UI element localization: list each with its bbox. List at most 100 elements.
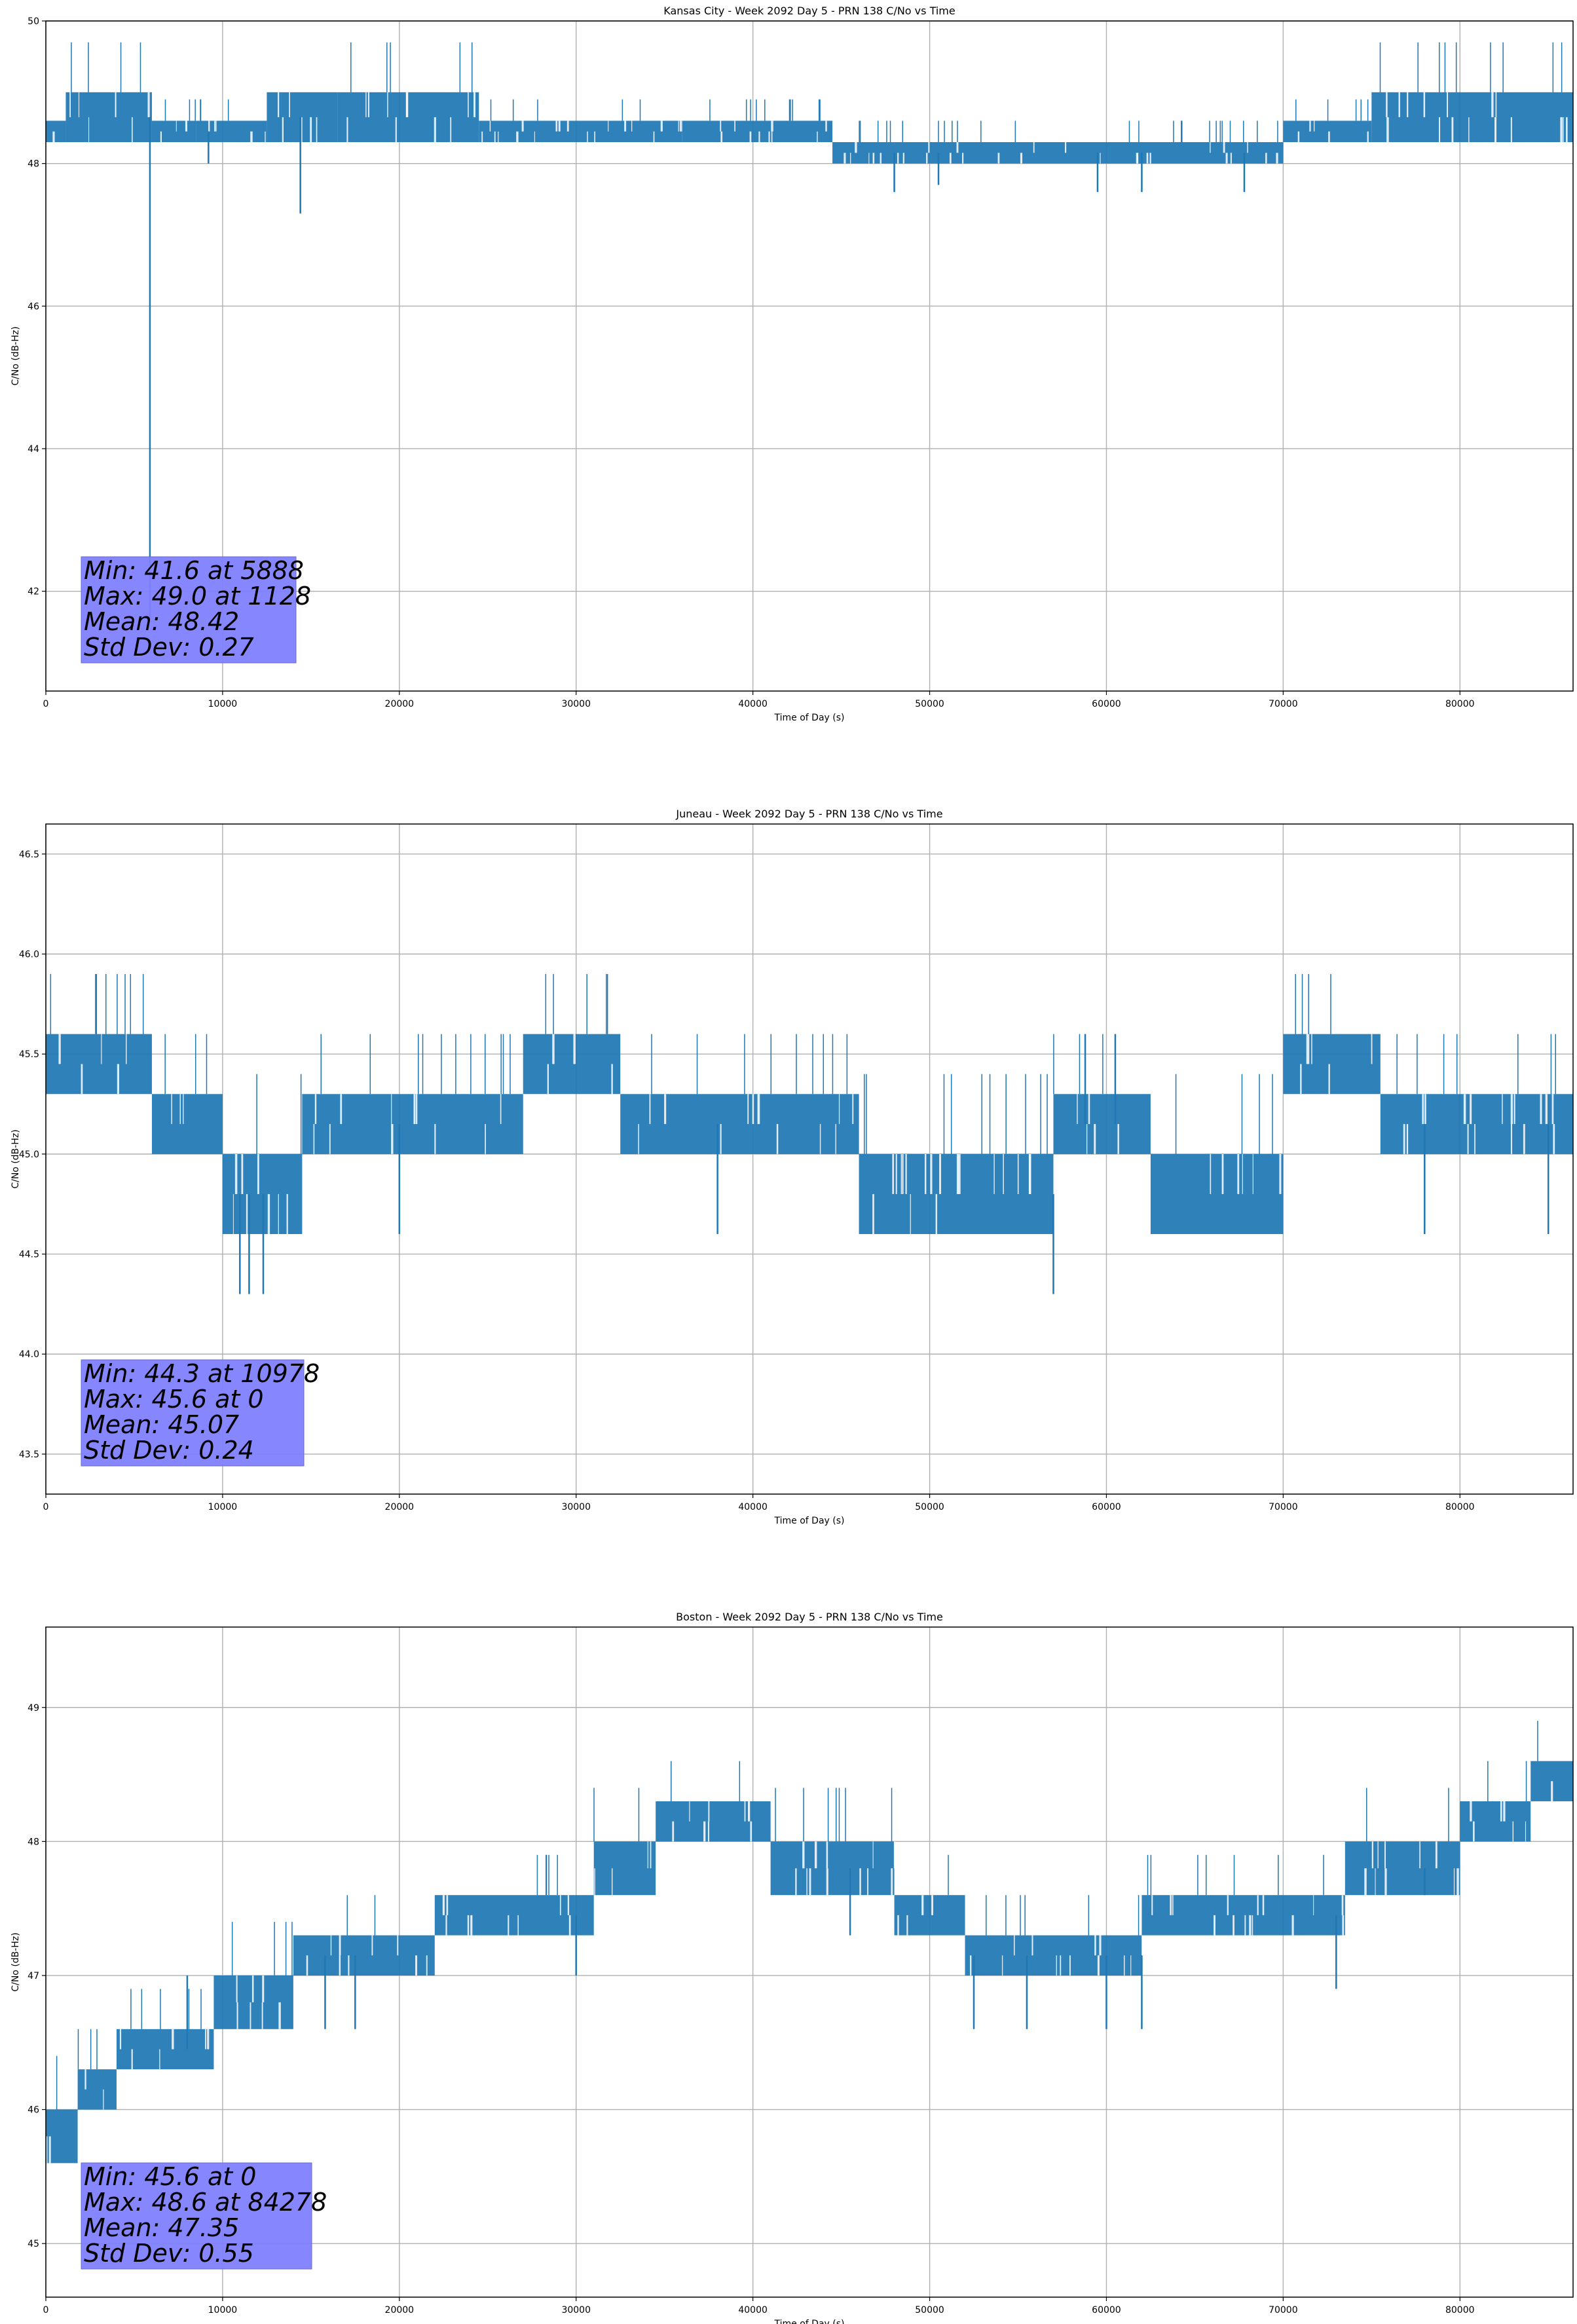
series-gap	[1523, 1124, 1525, 1154]
series-gap	[566, 121, 569, 132]
series-gap	[1503, 1801, 1506, 1822]
series-gap	[806, 1868, 807, 1896]
y-tick-label: 48	[28, 1837, 39, 1847]
series-gap	[872, 1193, 874, 1235]
series-gap	[559, 1895, 561, 1915]
series-gap	[893, 1841, 895, 1869]
series-band	[222, 1153, 303, 1235]
series-gap	[653, 131, 655, 143]
series-gap	[215, 121, 217, 132]
x-tick-label: 0	[43, 2305, 49, 2315]
series-gap	[649, 1094, 651, 1125]
series-gap	[236, 1975, 238, 2002]
series-gap	[1470, 1801, 1472, 1822]
series-gap	[1328, 131, 1330, 143]
series-gap	[1510, 117, 1512, 143]
series-gap	[1029, 1153, 1031, 1194]
series-gap	[1033, 142, 1035, 153]
series-gap	[1384, 1868, 1387, 1896]
series-gap	[534, 131, 535, 143]
y-axis-label: C/No (dB-Hz)	[10, 1129, 21, 1188]
stats-box	[81, 1359, 305, 1467]
stats-line: Std Dev: 0.27	[84, 633, 254, 662]
series-gap	[720, 131, 723, 143]
series-gap	[1510, 1124, 1513, 1154]
series-gap	[1300, 1064, 1302, 1095]
series-gap	[895, 1153, 897, 1194]
series-band	[1345, 1841, 1460, 1896]
series-gap	[119, 2029, 122, 2050]
series-gap	[1172, 1895, 1174, 1915]
series-gap	[1225, 153, 1228, 164]
series-gap	[261, 2002, 263, 2029]
y-tick-label: 50	[28, 16, 39, 27]
series-gap	[367, 92, 369, 117]
x-tick-label: 0	[43, 1502, 49, 1512]
series-gap	[88, 117, 90, 143]
series-gap	[752, 1094, 754, 1125]
series-gap	[1500, 1801, 1502, 1822]
y-tick-label: 46	[28, 301, 39, 312]
series-band	[593, 1841, 656, 1896]
stats-line: Min: 45.6 at 0	[84, 2162, 256, 2191]
series-gap	[313, 1124, 315, 1154]
series-gap	[406, 92, 409, 117]
series-gap	[1262, 1895, 1265, 1915]
series-gap	[340, 1094, 343, 1125]
series-gap	[970, 1955, 972, 1976]
series-gap	[819, 1124, 821, 1154]
series-gap	[1249, 1915, 1252, 1936]
y-tick-label: 46.0	[19, 949, 39, 960]
series-band	[46, 1034, 152, 1095]
series-gap	[52, 131, 55, 143]
x-tick-label: 20000	[385, 699, 415, 709]
series-gap	[611, 1064, 613, 1095]
chart-title: Juneau - Week 2092 Day 5 - PRN 138 C/No …	[675, 808, 942, 820]
series-gap	[689, 1801, 690, 1822]
series-gap	[1384, 1841, 1386, 1869]
series-gap	[267, 1193, 270, 1235]
series-gap	[346, 117, 348, 143]
series-gap	[329, 1124, 331, 1154]
x-tick-label: 40000	[738, 699, 768, 709]
series-gap	[758, 131, 760, 143]
series-band	[1283, 1034, 1381, 1095]
series-band	[1150, 1153, 1284, 1235]
series-gap	[446, 1895, 449, 1915]
series-gap	[1342, 1915, 1345, 1936]
series-gap	[1453, 1868, 1455, 1896]
series-gap	[672, 1821, 675, 1842]
stats-line: Mean: 45.07	[84, 1410, 239, 1439]
series-gap	[1510, 1094, 1513, 1125]
series-gap	[1540, 1094, 1542, 1125]
series-gap	[844, 153, 846, 164]
series-gap	[1237, 1153, 1240, 1194]
series-gap	[594, 131, 595, 143]
series-band	[293, 1935, 435, 1976]
series-gap	[257, 1153, 259, 1194]
series-gap	[568, 1915, 571, 1936]
series-gap	[1551, 1094, 1554, 1125]
x-tick-label: 70000	[1269, 699, 1298, 709]
series-gap	[926, 153, 928, 164]
axes-frame	[45, 20, 1574, 692]
y-tick-label: 44.0	[19, 1349, 39, 1360]
series-gap	[1386, 117, 1389, 143]
series-gap	[956, 1153, 959, 1194]
y-tick-label: 46.5	[19, 850, 39, 860]
series-gap	[282, 117, 284, 143]
series-gap	[214, 121, 215, 132]
series-gap	[207, 2029, 210, 2050]
series-gap	[734, 121, 735, 132]
series-gap	[1494, 117, 1497, 143]
series-gap	[931, 1895, 933, 1915]
series-gap	[450, 117, 452, 143]
series-gap	[1435, 1841, 1438, 1869]
series-gap	[1233, 1915, 1234, 1936]
series-band	[1380, 1094, 1573, 1154]
series-gap	[434, 1124, 436, 1154]
series-gap	[1279, 1153, 1282, 1194]
series-band	[620, 1094, 859, 1154]
x-axis-label: Time of Day (s)	[774, 2319, 845, 2324]
series-gap	[1223, 142, 1225, 153]
